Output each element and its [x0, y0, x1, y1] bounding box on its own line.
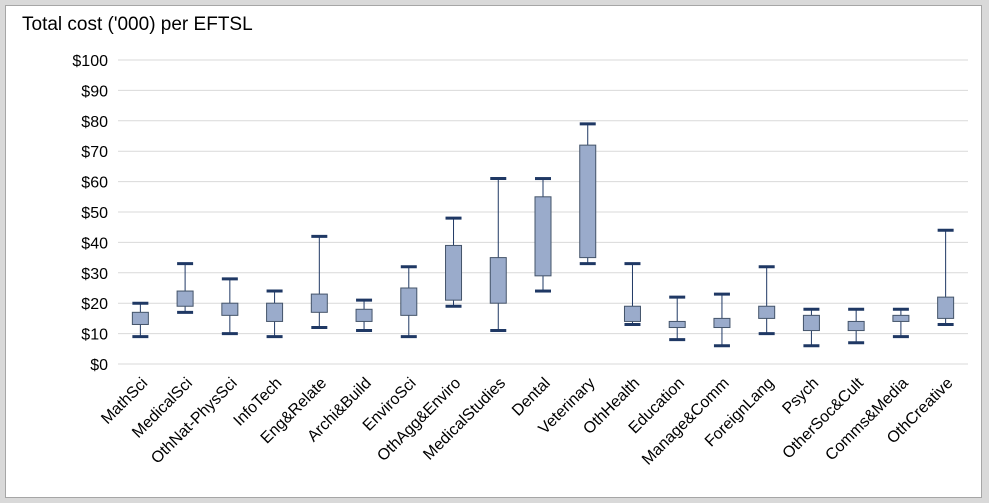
y-tick-label: $50	[81, 205, 108, 222]
box-iqr	[445, 244, 463, 301]
x-category-label: Comms&Media	[822, 375, 911, 464]
x-category-label: OtherSoc&Cult	[780, 374, 868, 462]
box-iqr	[534, 196, 552, 277]
box-iqr	[355, 308, 373, 322]
box-iqr	[802, 314, 820, 332]
x-category-label: Dental	[509, 375, 554, 420]
y-tick-label: $20	[81, 296, 108, 313]
chart-frame	[5, 5, 982, 498]
chart-title: Total cost ('000) per EFTSL	[22, 14, 253, 35]
box-iqr	[623, 305, 641, 322]
x-category-label: Psych	[779, 375, 822, 418]
x-category-label: OthNat-PhysSci	[148, 375, 240, 467]
box-iqr	[221, 302, 239, 316]
y-tick-label: $30	[81, 266, 108, 283]
y-tick-label: $10	[81, 327, 108, 344]
box-iqr	[131, 311, 149, 325]
box-iqr	[937, 296, 955, 319]
box-iqr	[892, 314, 910, 322]
box-iqr	[668, 320, 686, 329]
y-tick-label: $0	[90, 357, 108, 374]
y-tick-label: $100	[72, 53, 108, 70]
box-iqr	[489, 257, 507, 304]
y-tick-label: $90	[81, 83, 108, 100]
box-iqr	[176, 290, 194, 307]
box-iqr	[266, 302, 284, 322]
y-tick-label: $70	[81, 144, 108, 161]
box-iqr	[847, 320, 865, 332]
box-iqr	[758, 305, 776, 319]
box-iqr	[310, 293, 328, 313]
y-tick-label: $40	[81, 235, 108, 252]
box-iqr	[713, 317, 731, 329]
x-category-label: MedicalStudies	[420, 375, 509, 464]
y-tick-label: $80	[81, 114, 108, 131]
y-tick-label: $60	[81, 175, 108, 192]
box-iqr	[579, 144, 597, 259]
box-iqr	[400, 287, 418, 316]
